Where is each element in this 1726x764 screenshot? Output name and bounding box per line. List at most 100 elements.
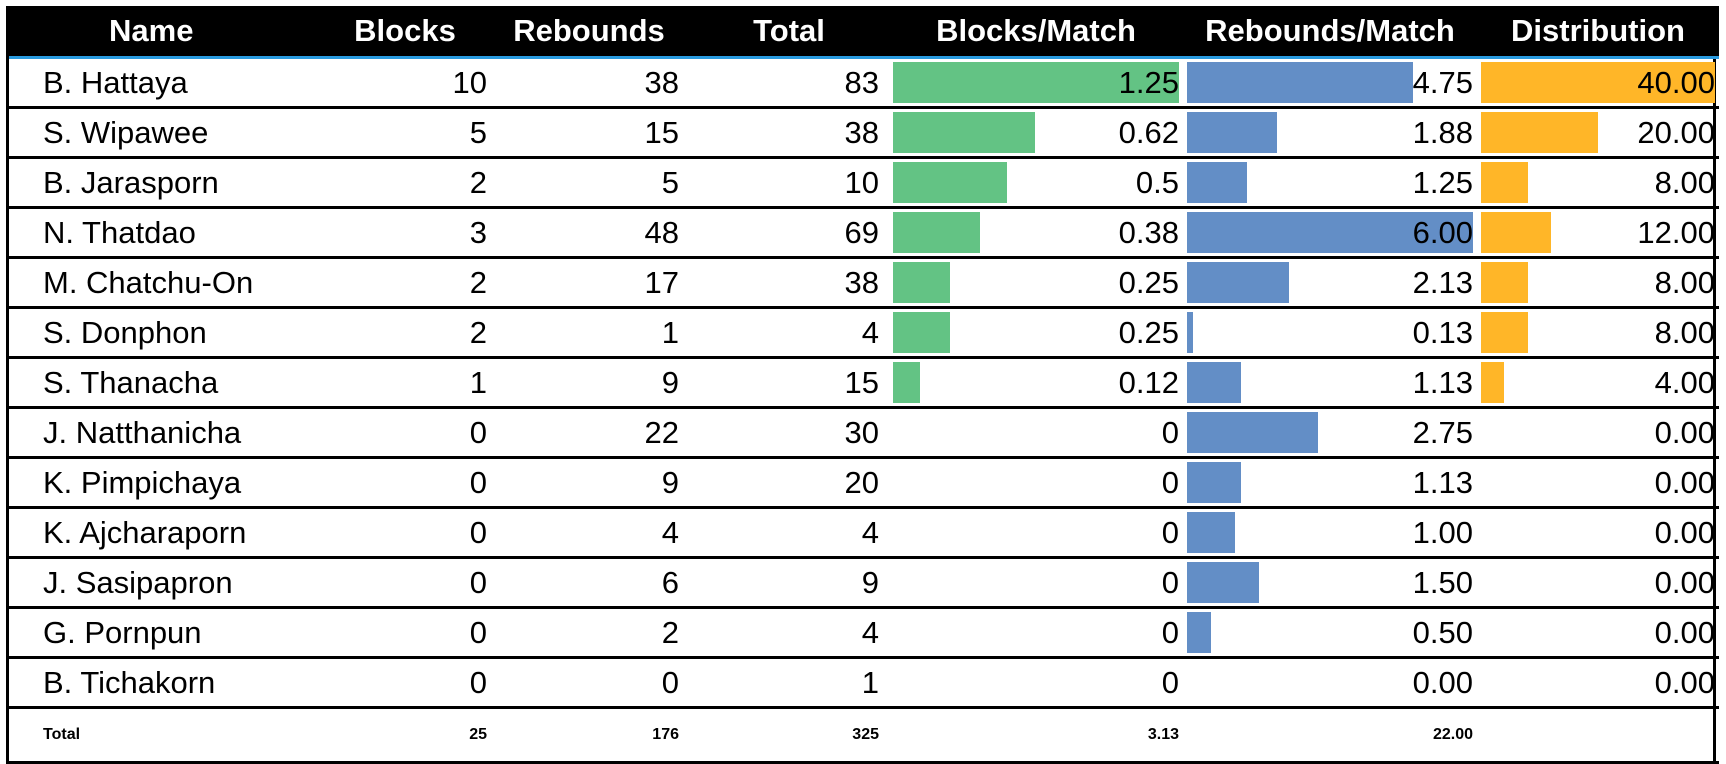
header-blocks[interactable]: Blocks [321,6,489,59]
distribution-cell[interactable]: 8.00 [1477,257,1719,309]
rebounds-per-match-cell[interactable]: 0.13 [1183,307,1477,359]
rebounds-cell[interactable]: 38 [489,57,689,109]
distribution-cell[interactable]: 0.00 [1477,657,1719,709]
blocks-per-match-cell[interactable]: 0 [889,507,1183,559]
rebounds-cell[interactable]: 5 [489,157,689,209]
blocks-cell[interactable]: 2 [321,307,489,359]
distribution-cell[interactable]: 0.00 [1477,557,1719,609]
distribution-cell[interactable]: 0.00 [1477,607,1719,659]
rebounds-cell[interactable]: 9 [489,457,689,509]
blocks-per-match-cell[interactable]: 0 [889,607,1183,659]
header-blocks-per-match[interactable]: Blocks/Match [889,6,1183,59]
blocks-per-match-cell[interactable]: 0.25 [889,307,1183,359]
blocks-per-match-cell[interactable]: 0 [889,557,1183,609]
header-distribution[interactable]: Distribution [1477,6,1719,59]
player-name[interactable]: S. Donphon [9,307,321,359]
total-distribution[interactable] [1477,706,1719,764]
rebounds-cell[interactable]: 15 [489,107,689,159]
rebounds-per-match-cell[interactable]: 2.75 [1183,407,1477,459]
total-cell[interactable]: 38 [689,257,889,309]
distribution-cell[interactable]: 8.00 [1477,307,1719,359]
total-cell[interactable]: 15 [689,357,889,409]
rebounds-per-match-cell[interactable]: 0.50 [1183,607,1477,659]
player-name[interactable]: B. Jarasporn [9,157,321,209]
rebounds-cell[interactable]: 2 [489,607,689,659]
total-cell[interactable]: 30 [689,407,889,459]
rebounds-per-match-cell[interactable]: 1.13 [1183,457,1477,509]
blocks-cell[interactable]: 2 [321,257,489,309]
rebounds-cell[interactable]: 0 [489,657,689,709]
total-cell[interactable]: 9 [689,557,889,609]
header-rebounds[interactable]: Rebounds [489,6,689,59]
header-total[interactable]: Total [689,6,889,59]
total-cell[interactable]: 10 [689,157,889,209]
rebounds-per-match-cell[interactable]: 2.13 [1183,257,1477,309]
blocks-cell[interactable]: 1 [321,357,489,409]
blocks-cell[interactable]: 0 [321,607,489,659]
rebounds-per-match-cell[interactable]: 1.88 [1183,107,1477,159]
player-name[interactable]: S. Thanacha [9,357,321,409]
rebounds-cell[interactable]: 1 [489,307,689,359]
total-cell[interactable]: 83 [689,57,889,109]
blocks-per-match-cell[interactable]: 0 [889,407,1183,459]
player-name[interactable]: J. Sasipapron [9,557,321,609]
blocks-per-match-cell[interactable]: 0 [889,457,1183,509]
header-rebounds-per-match[interactable]: Rebounds/Match [1183,6,1477,59]
player-name[interactable]: K. Ajcharaporn [9,507,321,559]
player-name[interactable]: B. Hattaya [9,57,321,109]
blocks-per-match-cell[interactable]: 0.38 [889,207,1183,259]
distribution-cell[interactable]: 4.00 [1477,357,1719,409]
total-total[interactable]: 325 [689,706,889,764]
rebounds-per-match-cell[interactable]: 1.25 [1183,157,1477,209]
total-cell[interactable]: 4 [689,507,889,559]
rebounds-per-match-cell[interactable]: 4.75 [1183,57,1477,109]
total-cell[interactable]: 69 [689,207,889,259]
blocks-cell[interactable]: 2 [321,157,489,209]
distribution-cell[interactable]: 20.00 [1477,107,1719,159]
blocks-per-match-cell[interactable]: 1.25 [889,57,1183,109]
distribution-cell[interactable]: 0.00 [1477,507,1719,559]
blocks-cell[interactable]: 0 [321,557,489,609]
blocks-cell[interactable]: 0 [321,457,489,509]
player-name[interactable]: B. Tichakorn [9,657,321,709]
blocks-per-match-cell[interactable]: 0 [889,657,1183,709]
player-name[interactable]: S. Wipawee [9,107,321,159]
player-name[interactable]: G. Pornpun [9,607,321,659]
rebounds-cell[interactable]: 6 [489,557,689,609]
total-rebounds[interactable]: 176 [489,706,689,764]
header-name[interactable]: Name [9,6,321,59]
blocks-cell[interactable]: 0 [321,507,489,559]
blocks-per-match-cell[interactable]: 0.62 [889,107,1183,159]
distribution-cell[interactable]: 12.00 [1477,207,1719,259]
blocks-cell[interactable]: 5 [321,107,489,159]
blocks-cell[interactable]: 10 [321,57,489,109]
player-name[interactable]: J. Natthanicha [9,407,321,459]
rebounds-per-match-cell[interactable]: 0.00 [1183,657,1477,709]
total-cell[interactable]: 20 [689,457,889,509]
distribution-cell[interactable]: 0.00 [1477,407,1719,459]
blocks-per-match-cell[interactable]: 0.5 [889,157,1183,209]
blocks-cell[interactable]: 3 [321,207,489,259]
distribution-cell[interactable]: 8.00 [1477,157,1719,209]
player-name[interactable]: N. Thatdao [9,207,321,259]
rebounds-cell[interactable]: 9 [489,357,689,409]
rebounds-cell[interactable]: 22 [489,407,689,459]
rebounds-per-match-cell[interactable]: 6.00 [1183,207,1477,259]
rebounds-cell[interactable]: 17 [489,257,689,309]
total-cell[interactable]: 4 [689,307,889,359]
rebounds-per-match-cell[interactable]: 1.13 [1183,357,1477,409]
total-cell[interactable]: 4 [689,607,889,659]
player-name[interactable]: K. Pimpichaya [9,457,321,509]
rebounds-per-match-cell[interactable]: 1.00 [1183,507,1477,559]
blocks-per-match-cell[interactable]: 0.25 [889,257,1183,309]
distribution-cell[interactable]: 40.00 [1477,57,1719,109]
rebounds-cell[interactable]: 48 [489,207,689,259]
rebounds-per-match-cell[interactable]: 1.50 [1183,557,1477,609]
player-name[interactable]: M. Chatchu-On [9,257,321,309]
total-rebounds-per-match[interactable]: 22.00 [1183,706,1477,764]
rebounds-cell[interactable]: 4 [489,507,689,559]
distribution-cell[interactable]: 0.00 [1477,457,1719,509]
total-label[interactable]: Total [9,706,321,764]
total-cell[interactable]: 38 [689,107,889,159]
total-blocks[interactable]: 25 [321,706,489,764]
